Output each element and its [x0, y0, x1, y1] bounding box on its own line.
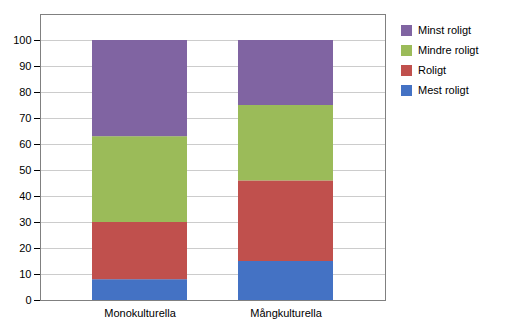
- svg-text:Mångkulturella: Mångkulturella: [250, 307, 322, 319]
- svg-text:20: 20: [19, 242, 31, 254]
- svg-text:100: 100: [13, 34, 31, 46]
- svg-text:40: 40: [19, 190, 31, 202]
- svg-text:80: 80: [19, 86, 31, 98]
- svg-text:50: 50: [19, 164, 31, 176]
- html-text:Mest roligt: Mest roligt: [418, 84, 469, 96]
- html-text:Minst roligt: Minst roligt: [418, 24, 472, 36]
- svg-text:60: 60: [19, 138, 31, 150]
- html-text:Mindre roligt: Mindre roligt: [418, 44, 479, 56]
- svg-text:10: 10: [19, 268, 31, 280]
- svg-text:70: 70: [19, 112, 31, 124]
- svg-text:0: 0: [25, 294, 31, 306]
- svg-text:Monokulturella: Monokulturella: [104, 307, 176, 319]
- svg-text:30: 30: [19, 216, 31, 228]
- html-text:Roligt: Roligt: [418, 64, 447, 76]
- svg-text:90: 90: [19, 60, 31, 72]
